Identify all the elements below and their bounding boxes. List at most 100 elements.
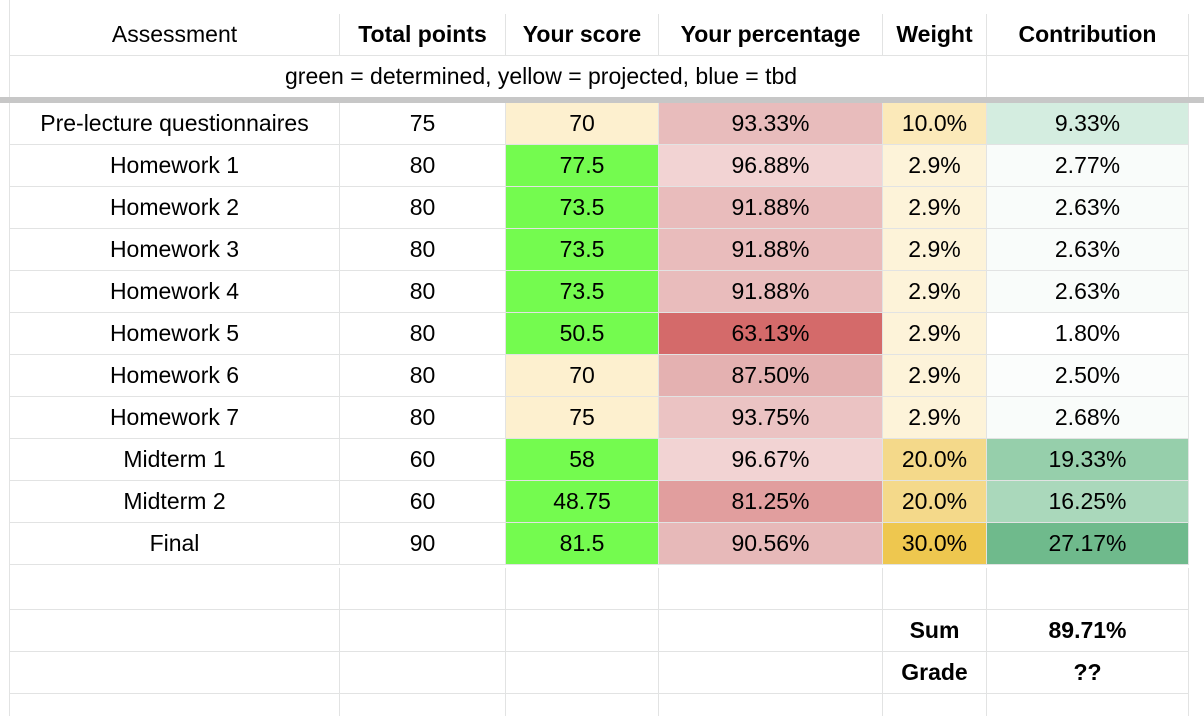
header-contribution[interactable]: Contribution — [987, 14, 1189, 56]
grade-value[interactable]: ?? — [987, 652, 1189, 694]
assessment-name-cell[interactable]: Pre-lecture questionnaires — [10, 103, 340, 145]
your-percentage-cell[interactable]: 81.25% — [659, 481, 883, 523]
total-points-cell[interactable]: 80 — [340, 145, 506, 187]
your-score-cell[interactable]: 73.5 — [506, 271, 659, 313]
total-points-cell[interactable]: 80 — [340, 271, 506, 313]
your-percentage-cell[interactable]: 91.88% — [659, 271, 883, 313]
empty-cell[interactable] — [506, 694, 659, 716]
total-points-cell[interactable]: 90 — [340, 523, 506, 565]
empty-cell[interactable] — [10, 652, 340, 694]
your-percentage-cell[interactable]: 63.13% — [659, 313, 883, 355]
weight-cell[interactable]: 20.0% — [883, 439, 987, 481]
assessment-name-cell[interactable]: Homework 7 — [10, 397, 340, 439]
contribution-cell[interactable]: 2.63% — [987, 187, 1189, 229]
assessment-name-cell[interactable]: Homework 2 — [10, 187, 340, 229]
empty-cell[interactable] — [506, 652, 659, 694]
empty-cell[interactable] — [10, 694, 340, 716]
your-percentage-cell[interactable]: 93.75% — [659, 397, 883, 439]
your-percentage-cell[interactable]: 96.88% — [659, 145, 883, 187]
your-score-cell[interactable]: 70 — [506, 103, 659, 145]
your-score-cell[interactable]: 73.5 — [506, 229, 659, 271]
your-percentage-cell[interactable]: 96.67% — [659, 439, 883, 481]
weight-cell[interactable]: 2.9% — [883, 145, 987, 187]
contribution-cell[interactable]: 9.33% — [987, 103, 1189, 145]
your-score-cell[interactable]: 48.75 — [506, 481, 659, 523]
total-points-cell[interactable]: 80 — [340, 229, 506, 271]
empty-cell[interactable] — [883, 568, 987, 610]
header-your-percentage[interactable]: Your percentage — [659, 14, 883, 56]
assessment-name-cell[interactable]: Homework 4 — [10, 271, 340, 313]
empty-cell[interactable] — [340, 610, 506, 652]
total-points-cell[interactable]: 80 — [340, 355, 506, 397]
weight-cell[interactable]: 30.0% — [883, 523, 987, 565]
header-weight[interactable]: Weight — [883, 14, 987, 56]
total-points-cell[interactable]: 75 — [340, 103, 506, 145]
empty-cell[interactable] — [987, 694, 1189, 716]
your-score-cell[interactable]: 81.5 — [506, 523, 659, 565]
assessment-name-cell[interactable]: Midterm 2 — [10, 481, 340, 523]
grade-label[interactable]: Grade — [883, 652, 987, 694]
empty-cell[interactable] — [659, 652, 883, 694]
sum-value[interactable]: 89.71% — [987, 610, 1189, 652]
weight-cell[interactable]: 2.9% — [883, 355, 987, 397]
your-score-cell[interactable]: 70 — [506, 355, 659, 397]
empty-cell[interactable] — [340, 652, 506, 694]
empty-cell[interactable] — [659, 610, 883, 652]
contribution-cell[interactable]: 16.25% — [987, 481, 1189, 523]
contribution-cell[interactable]: 2.68% — [987, 397, 1189, 439]
weight-cell[interactable]: 20.0% — [883, 481, 987, 523]
your-score-cell[interactable]: 77.5 — [506, 145, 659, 187]
empty-cell[interactable] — [10, 610, 340, 652]
empty-cell[interactable] — [659, 568, 883, 610]
weight-cell[interactable]: 2.9% — [883, 187, 987, 229]
empty-cell[interactable] — [340, 568, 506, 610]
header-total-points[interactable]: Total points — [340, 14, 506, 56]
weight-cell[interactable]: 2.9% — [883, 313, 987, 355]
total-points-cell[interactable]: 60 — [340, 481, 506, 523]
contribution-cell[interactable]: 27.17% — [987, 523, 1189, 565]
empty-cell[interactable] — [340, 694, 506, 716]
legend-empty-cell[interactable] — [987, 56, 1189, 98]
assessment-name-cell[interactable]: Homework 3 — [10, 229, 340, 271]
table-row: Homework 1 80 77.5 96.88% 2.9% 2.77% — [0, 145, 1204, 187]
frozen-rows-divider[interactable] — [0, 97, 1204, 103]
weight-cell[interactable]: 2.9% — [883, 397, 987, 439]
contribution-cell[interactable]: 2.63% — [987, 271, 1189, 313]
assessment-name-cell[interactable]: Final — [10, 523, 340, 565]
empty-cell[interactable] — [10, 568, 340, 610]
weight-cell[interactable]: 2.9% — [883, 271, 987, 313]
your-score-cell[interactable]: 58 — [506, 439, 659, 481]
assessment-name-cell[interactable]: Homework 5 — [10, 313, 340, 355]
total-points-cell[interactable]: 80 — [340, 313, 506, 355]
your-percentage-cell[interactable]: 91.88% — [659, 229, 883, 271]
total-points-cell[interactable]: 80 — [340, 187, 506, 229]
total-points-cell[interactable]: 80 — [340, 397, 506, 439]
your-score-cell[interactable]: 50.5 — [506, 313, 659, 355]
empty-cell[interactable] — [506, 610, 659, 652]
header-assessment[interactable]: Assessment — [10, 14, 340, 56]
your-score-cell[interactable]: 73.5 — [506, 187, 659, 229]
contribution-cell[interactable]: 2.77% — [987, 145, 1189, 187]
assessment-name-cell[interactable]: Midterm 1 — [10, 439, 340, 481]
contribution-cell[interactable]: 19.33% — [987, 439, 1189, 481]
color-legend[interactable]: green = determined, yellow = projected, … — [285, 56, 987, 98]
weight-cell[interactable]: 10.0% — [883, 103, 987, 145]
empty-cell[interactable] — [883, 694, 987, 716]
your-percentage-cell[interactable]: 91.88% — [659, 187, 883, 229]
weight-cell[interactable]: 2.9% — [883, 229, 987, 271]
your-percentage-cell[interactable]: 93.33% — [659, 103, 883, 145]
your-percentage-cell[interactable]: 90.56% — [659, 523, 883, 565]
your-score-cell[interactable]: 75 — [506, 397, 659, 439]
empty-cell[interactable] — [659, 694, 883, 716]
contribution-cell[interactable]: 2.50% — [987, 355, 1189, 397]
assessment-name-cell[interactable]: Homework 1 — [10, 145, 340, 187]
header-your-score[interactable]: Your score — [506, 14, 659, 56]
contribution-cell[interactable]: 2.63% — [987, 229, 1189, 271]
total-points-cell[interactable]: 60 — [340, 439, 506, 481]
empty-cell[interactable] — [506, 568, 659, 610]
assessment-name-cell[interactable]: Homework 6 — [10, 355, 340, 397]
sum-label[interactable]: Sum — [883, 610, 987, 652]
empty-cell[interactable] — [987, 568, 1189, 610]
your-percentage-cell[interactable]: 87.50% — [659, 355, 883, 397]
contribution-cell[interactable]: 1.80% — [987, 313, 1189, 355]
